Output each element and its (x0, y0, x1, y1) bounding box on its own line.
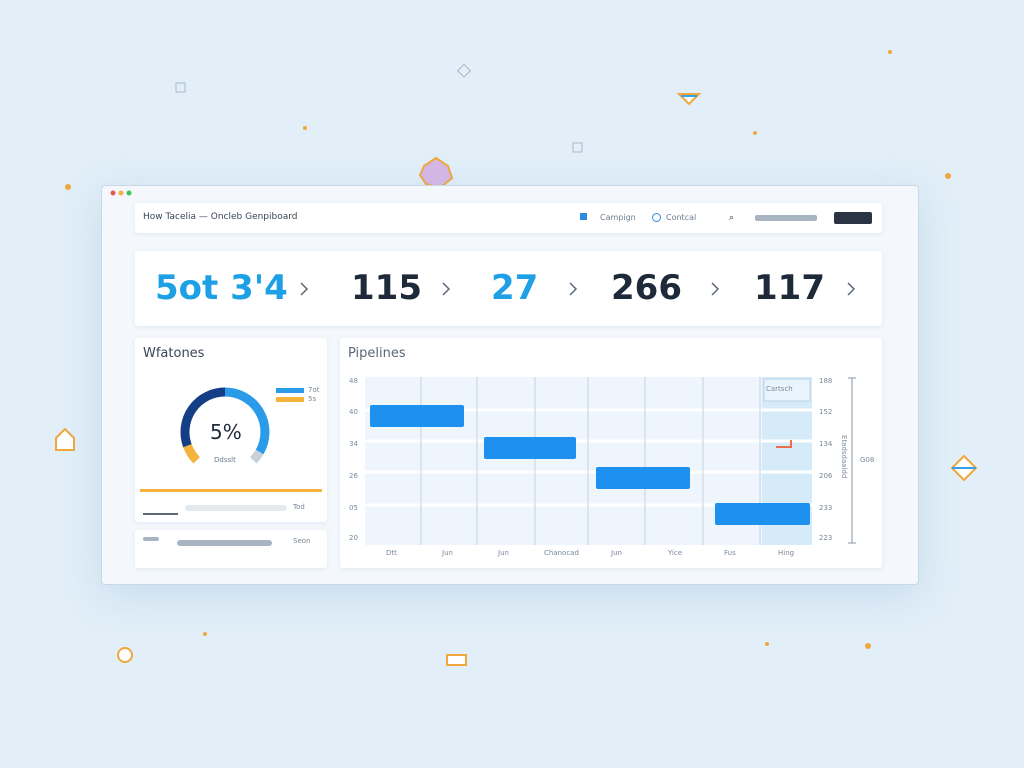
x-axis-label: Jun (611, 549, 622, 557)
y-axis-label: 26 (349, 472, 358, 480)
x-axis-label: Jun (442, 549, 453, 557)
nav-icon (652, 213, 661, 222)
y-axis-label: 134 (819, 440, 833, 448)
gauge-label: Ddsslt (214, 456, 236, 464)
y-axis-label: 233 (819, 504, 833, 512)
progress-line (140, 489, 322, 492)
kpi-chevrons (300, 282, 856, 296)
y-axis-label: 206 (819, 472, 833, 480)
panel-footer-item[interactable]: Tod (293, 503, 305, 511)
x-axis-label: Fus (724, 549, 736, 557)
y-axis-label: 20 (349, 534, 358, 542)
y-axis-label: 223 (819, 534, 833, 542)
y-axis-label: 05 (349, 504, 358, 512)
y-axis-label: 40 (349, 408, 358, 416)
kpi-value: 266 (611, 268, 682, 308)
nav-item[interactable]: Contcal (666, 213, 697, 222)
window-controls (110, 190, 132, 196)
kpi-value: 27 (491, 268, 539, 308)
kpi-value: 115 (351, 268, 422, 308)
pipeline-chart (365, 377, 856, 545)
y-axis-label: 34 (349, 440, 358, 448)
tab[interactable] (143, 504, 178, 515)
left-footer (135, 530, 327, 568)
panel-footer-item[interactable]: Seon (293, 537, 311, 545)
placeholder-bar (185, 505, 287, 511)
legend-label: 7ot (308, 386, 320, 394)
icon (143, 537, 159, 541)
x-axis-label: Hing (778, 549, 795, 557)
kpi-strip (135, 251, 882, 326)
x-axis-label: Chanocad (544, 549, 579, 557)
side-label: Etadsdaaldd (840, 435, 848, 479)
x-axis-label: Dtt (386, 549, 397, 557)
header-title: How Tacelia — Oncleb Genpiboard (143, 212, 298, 222)
header-button[interactable] (834, 212, 872, 224)
placeholder-bar (177, 540, 272, 546)
x-axis-label: Jun (498, 549, 509, 557)
y-axis-label: 152 (819, 408, 833, 416)
nav-icon (580, 213, 587, 220)
x-axis-label: Yice (668, 549, 683, 557)
panel-title: Wfatones (143, 346, 205, 361)
search-field[interactable] (755, 215, 817, 221)
gauge-value: 5% (210, 420, 242, 444)
gauge (180, 387, 270, 464)
y-axis-label: 188 (819, 377, 833, 385)
legend-label: 5s (308, 395, 317, 403)
legend-swatch (276, 388, 304, 393)
highlight-label: Cartsch (766, 385, 793, 393)
kpi-value: 117 (754, 268, 825, 308)
search-icon[interactable]: ⌕ (729, 213, 735, 223)
nav-item[interactable]: Campign (600, 213, 636, 222)
legend-swatch (276, 397, 304, 402)
panel-title: Pipelines (348, 346, 406, 361)
kpi-value: 5ot 3'4 (155, 268, 288, 308)
side-value: G08 (860, 456, 875, 464)
y-axis-label: 48 (349, 377, 358, 385)
